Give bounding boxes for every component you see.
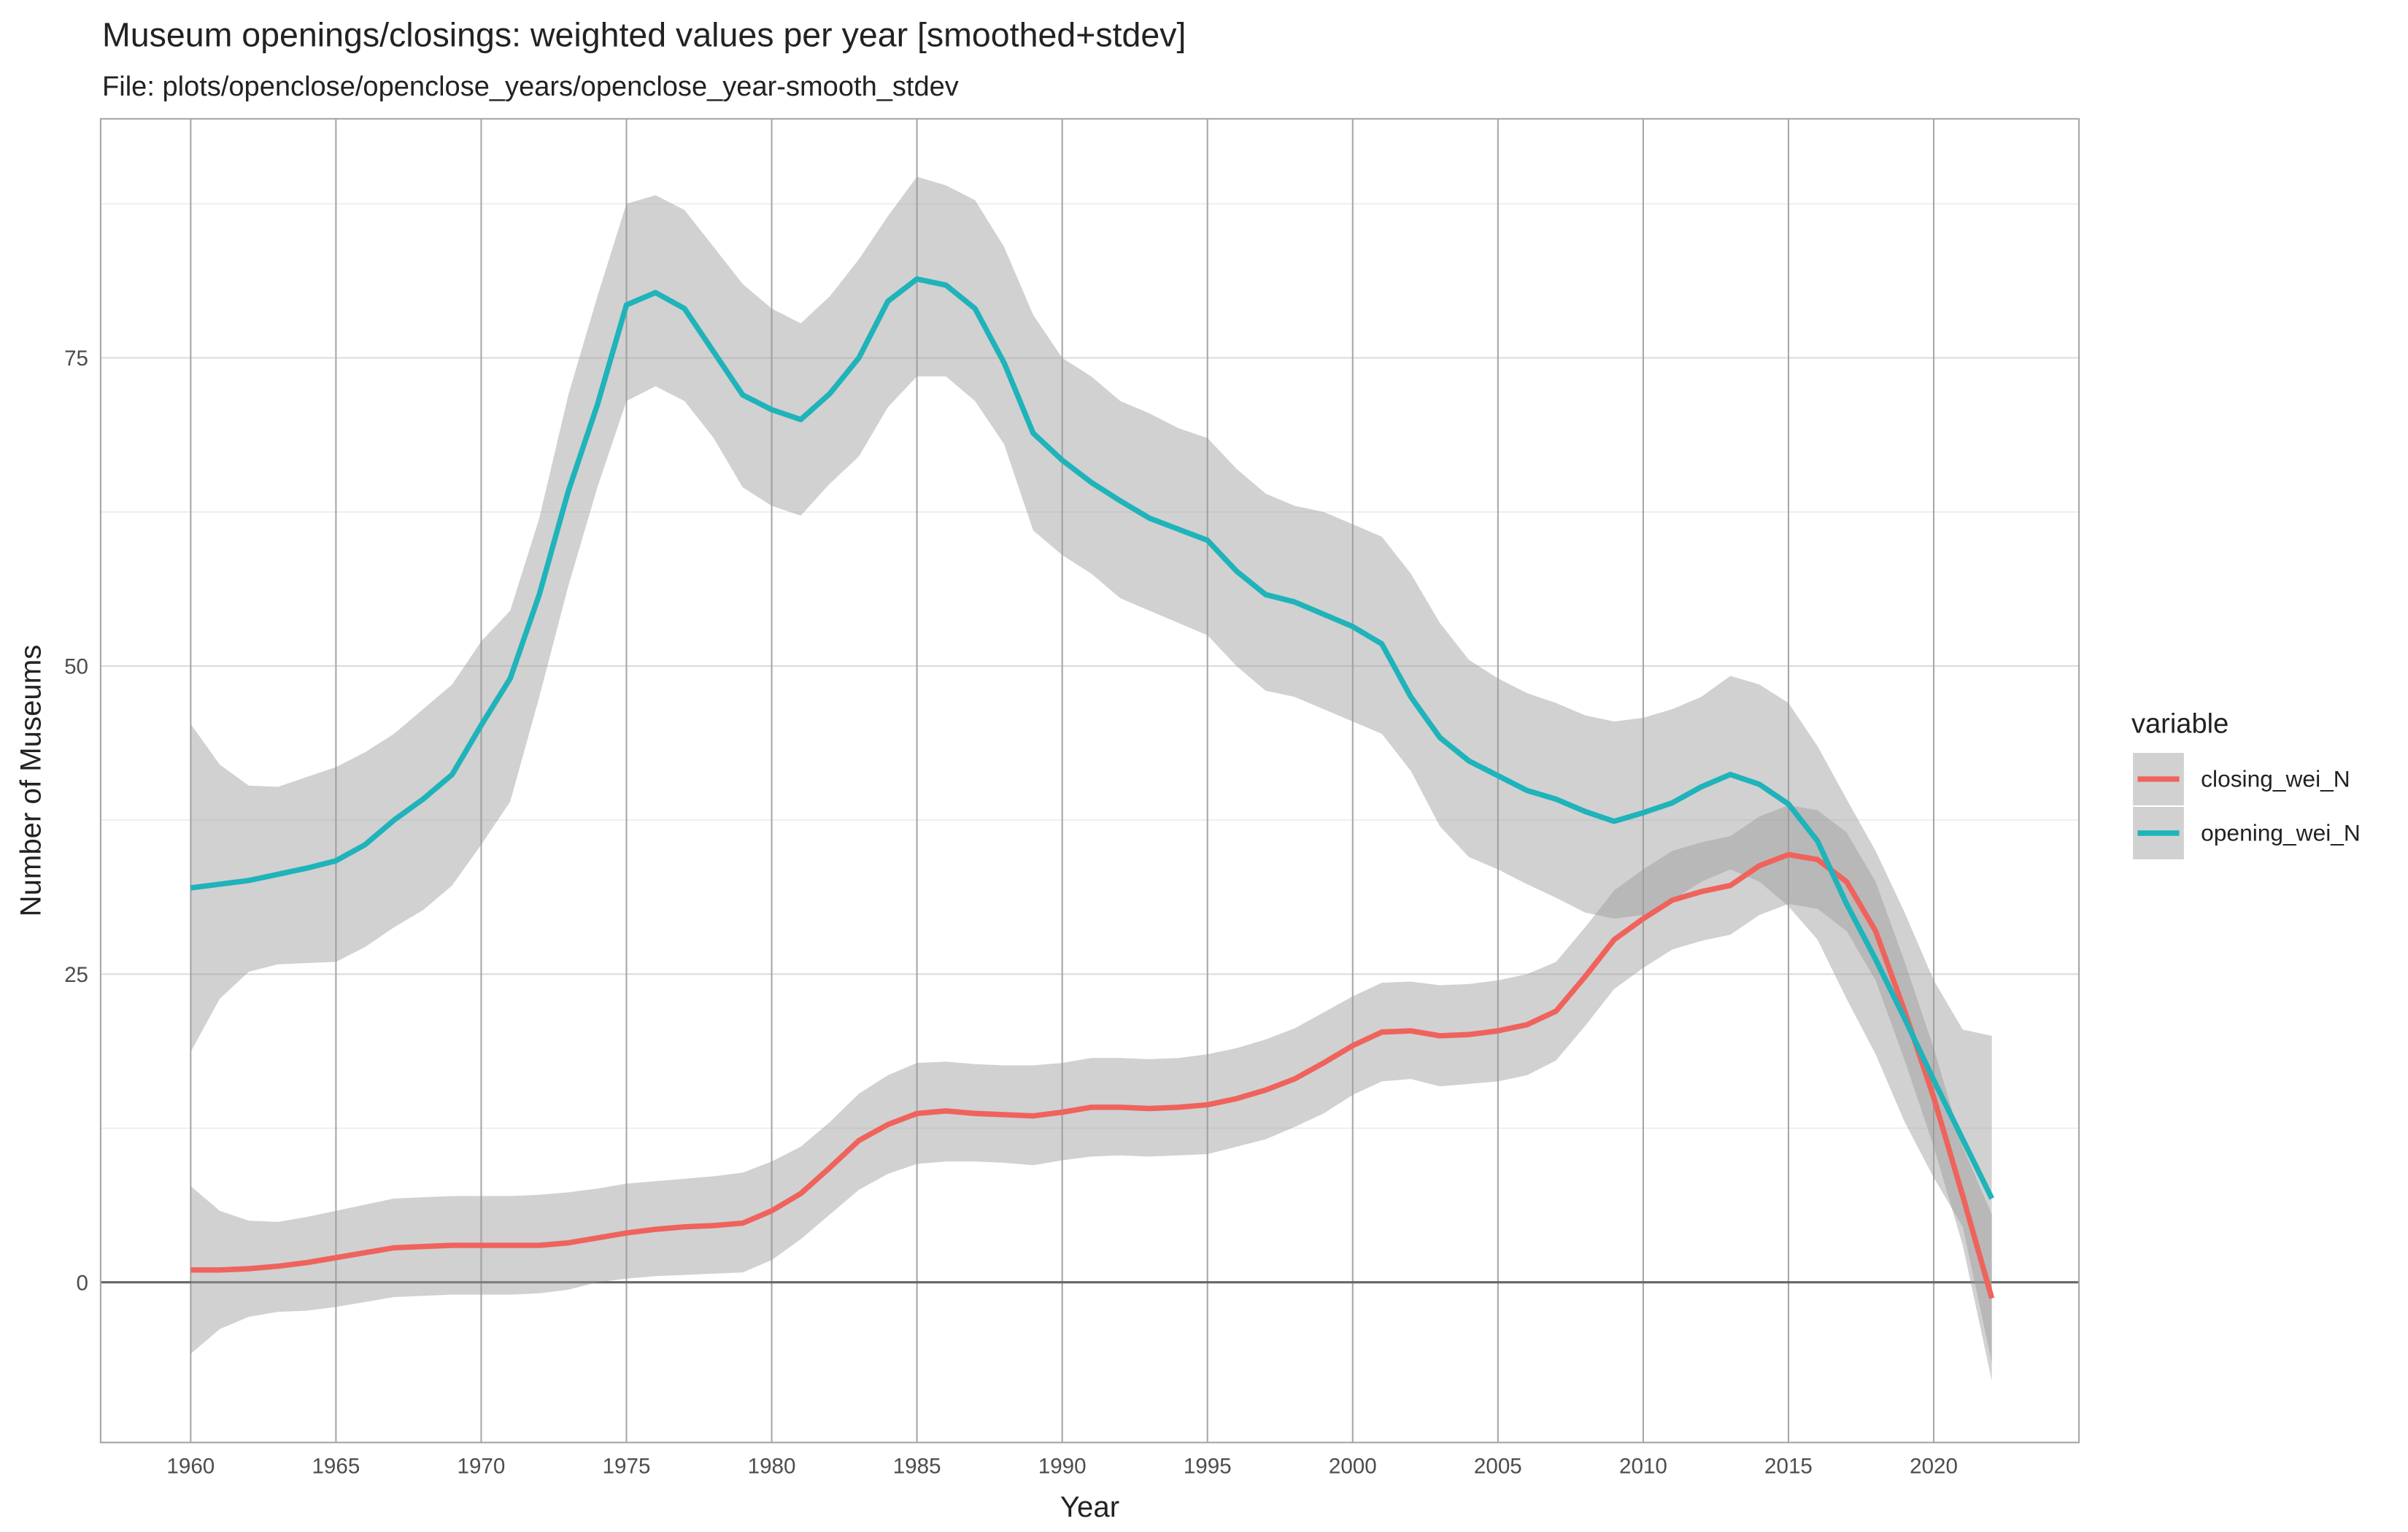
ribbons <box>190 177 1992 1381</box>
x-tick-label: 1975 <box>603 1455 651 1479</box>
x-tick-label: 1995 <box>1184 1455 1232 1479</box>
x-tick-label: 1990 <box>1038 1455 1087 1479</box>
y-tick-label: 0 <box>77 1271 88 1295</box>
legend-title: variable <box>2131 709 2228 740</box>
x-tick-label: 1965 <box>312 1455 360 1479</box>
x-tick-label: 2020 <box>1910 1455 1958 1479</box>
x-tick-label: 1985 <box>893 1455 941 1479</box>
x-tick-label: 1970 <box>458 1455 506 1479</box>
stdev-ribbon <box>190 805 1992 1381</box>
x-tick-label: 2005 <box>1474 1455 1522 1479</box>
legend-label: closing_wei_N <box>2201 766 2350 792</box>
legend-label: opening_wei_N <box>2201 820 2361 846</box>
series-line <box>190 851 1995 1299</box>
x-tick-label: 1980 <box>748 1455 796 1479</box>
x-tick-label: 1960 <box>166 1455 215 1479</box>
tick-labels: 0 25 50 75 1960 1965 1970 1975 1980 1985 1990 1995 2… <box>64 347 1958 1478</box>
x-tick-label: 2015 <box>1764 1455 1813 1479</box>
x-tick-label: 2000 <box>1329 1455 1377 1479</box>
y-axis-title: Number of Museums <box>14 645 47 917</box>
chart-title: Museum openings/closings: weighted value… <box>102 15 1186 53</box>
lines <box>190 276 1995 1299</box>
y-tick-label: 25 <box>64 963 88 987</box>
x-tick-label: 2010 <box>1619 1455 1667 1479</box>
legend: closing_wei_N opening_wei_N <box>2133 753 2361 859</box>
x-axis-title: Year <box>1060 1490 1119 1523</box>
y-tick-label: 75 <box>64 347 88 371</box>
grid <box>100 118 2080 1443</box>
series-line <box>190 276 1994 1200</box>
panel-border <box>99 117 2080 1444</box>
chart-subtitle: File: plots/openclose/openclose_years/op… <box>102 71 959 102</box>
stdev-ribbon <box>190 177 1992 1363</box>
y-tick-label: 50 <box>64 655 88 679</box>
